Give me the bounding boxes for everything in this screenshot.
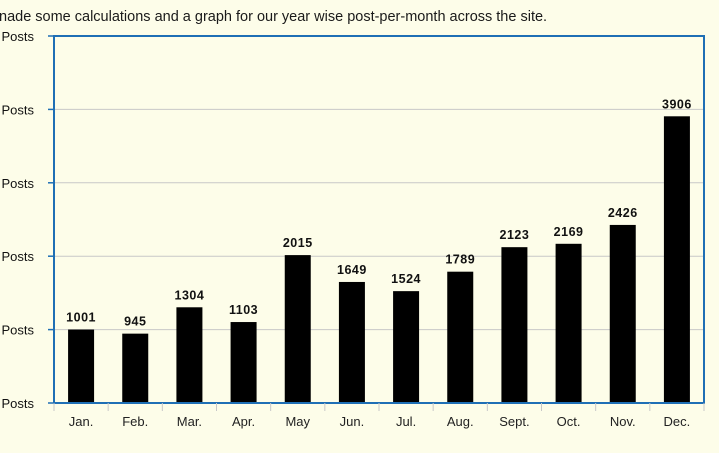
y-tick-label: Posts xyxy=(1,102,34,117)
y-tick-label: Posts xyxy=(1,396,34,411)
y-axis-ticks: Posts Posts Posts Posts Posts Posts xyxy=(1,29,54,411)
bar xyxy=(230,322,257,403)
data-label: 2426 xyxy=(608,206,638,220)
bar xyxy=(501,247,528,403)
plot-frame xyxy=(53,35,705,404)
data-label: 1103 xyxy=(229,303,258,317)
gridlines xyxy=(54,108,704,331)
axes xyxy=(53,35,705,404)
data-label: 3906 xyxy=(662,97,692,111)
data-label: 2169 xyxy=(554,225,584,239)
bar xyxy=(284,255,311,403)
data-labels: 1001 945 1304 1103 2015 1649 1524 1789 2123 2169 2… xyxy=(66,97,692,329)
bar xyxy=(176,307,203,403)
x-tick-label: Jun. xyxy=(340,414,365,429)
x-tick-label: Sept. xyxy=(499,414,529,429)
intro-text: nade some calculations and a graph for o… xyxy=(0,9,548,25)
x-tick-label: Mar. xyxy=(177,414,202,429)
bar xyxy=(663,116,690,404)
y-tick-label: Posts xyxy=(1,249,34,264)
x-tick-label: Oct. xyxy=(557,414,581,429)
y-tick-label: Posts xyxy=(1,323,34,338)
data-label: 945 xyxy=(124,315,146,329)
y-tick-label: Posts xyxy=(1,29,34,44)
bar xyxy=(338,281,365,403)
x-tick-label: Dec. xyxy=(664,414,691,429)
x-tick-label: Jan. xyxy=(69,414,94,429)
bar xyxy=(122,333,149,403)
bar xyxy=(555,243,582,403)
data-label: 1524 xyxy=(391,272,421,286)
bar xyxy=(609,224,636,403)
x-tick-label: Apr. xyxy=(232,414,255,429)
data-label: 2015 xyxy=(283,236,313,250)
x-tick-label: Aug. xyxy=(447,414,474,429)
data-label: 1001 xyxy=(66,311,96,325)
data-label: 1304 xyxy=(175,288,205,302)
x-axis-ticks: Jan. Feb. Mar. Apr. May Jun. Jul. Aug. Sept. Oct.… xyxy=(53,403,705,429)
data-label: 1789 xyxy=(445,253,475,267)
x-tick-label: Nov. xyxy=(610,414,636,429)
bars xyxy=(68,116,690,404)
x-tick-label: May xyxy=(285,414,310,429)
x-tick-label: Feb. xyxy=(122,414,148,429)
y-tick-label: Posts xyxy=(1,176,34,191)
bar xyxy=(393,291,420,403)
data-label: 1649 xyxy=(337,263,367,277)
bar xyxy=(68,329,95,403)
data-label: 2123 xyxy=(500,228,530,242)
x-tick-label: Jul. xyxy=(396,414,416,429)
bar xyxy=(447,271,474,403)
